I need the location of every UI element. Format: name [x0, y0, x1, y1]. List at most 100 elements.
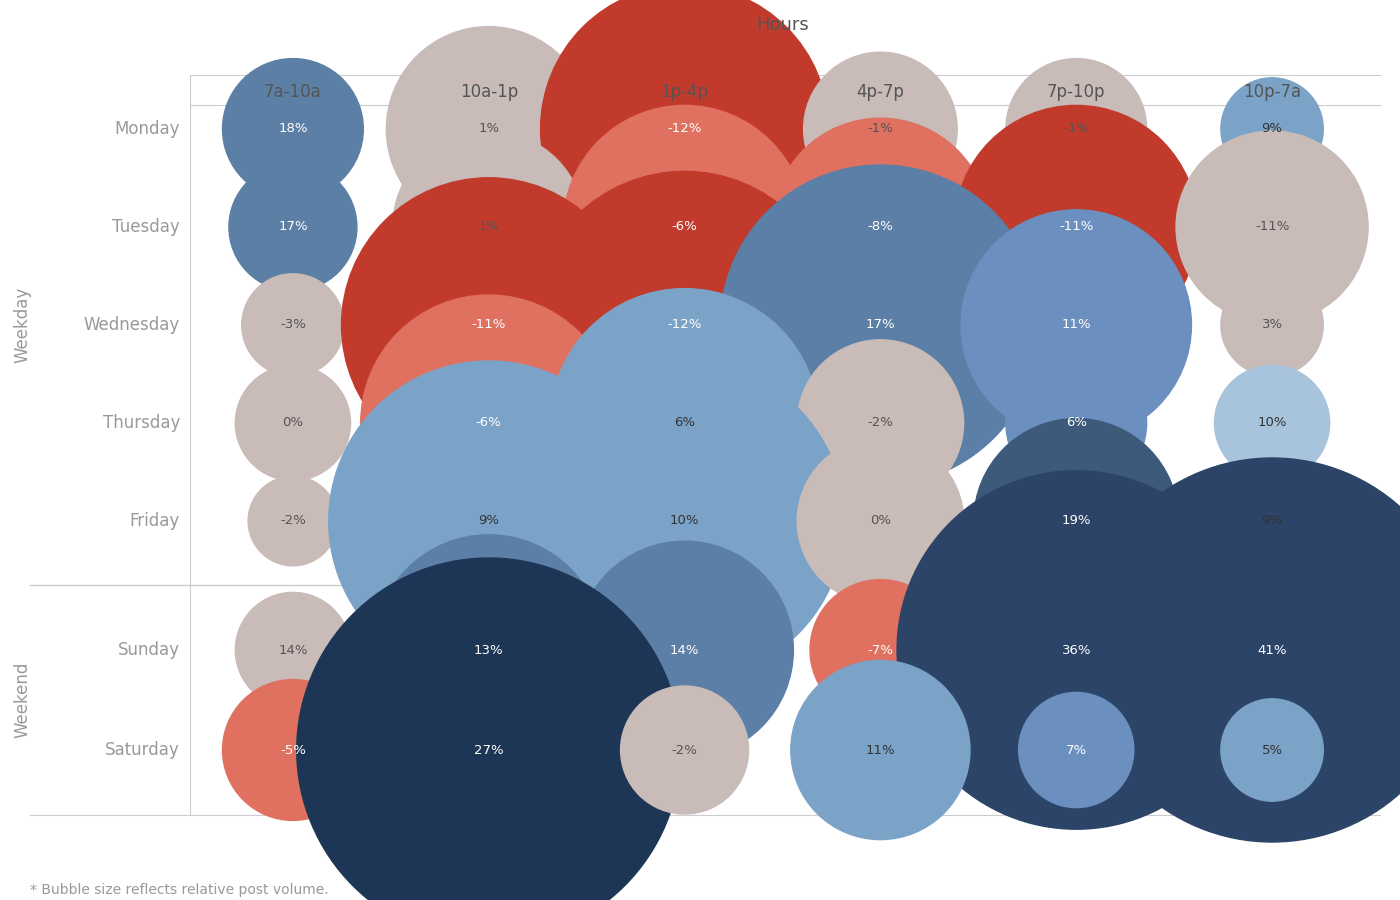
Circle shape	[791, 661, 970, 840]
Circle shape	[1214, 464, 1330, 579]
Circle shape	[242, 274, 344, 376]
Text: 10a-1p: 10a-1p	[459, 83, 518, 101]
Circle shape	[525, 361, 844, 681]
Circle shape	[386, 27, 591, 231]
Text: 1p-4p: 1p-4p	[661, 83, 708, 101]
Circle shape	[1221, 274, 1323, 376]
Circle shape	[1221, 77, 1323, 180]
Circle shape	[804, 52, 958, 206]
Text: 10%: 10%	[669, 515, 700, 527]
Circle shape	[1214, 365, 1330, 481]
Circle shape	[575, 541, 794, 759]
Text: Monday: Monday	[115, 120, 181, 138]
Circle shape	[223, 58, 364, 200]
Text: -8%: -8%	[868, 220, 893, 233]
Circle shape	[974, 418, 1179, 624]
Circle shape	[1005, 353, 1147, 493]
Circle shape	[235, 365, 350, 481]
Text: -3%: -3%	[280, 319, 305, 331]
Circle shape	[342, 178, 636, 472]
Text: -1%: -1%	[1064, 122, 1089, 136]
Circle shape	[721, 165, 1040, 485]
Circle shape	[361, 295, 617, 551]
Circle shape	[1005, 58, 1147, 200]
Text: 4p-7p: 4p-7p	[857, 83, 904, 101]
Text: 10p-7a: 10p-7a	[1243, 83, 1301, 101]
Text: 17%: 17%	[865, 319, 895, 331]
Text: 41%: 41%	[1257, 644, 1287, 656]
Text: 27%: 27%	[475, 743, 504, 757]
Text: 9%: 9%	[479, 515, 500, 527]
Text: 36%: 36%	[1061, 644, 1091, 656]
Text: 10%: 10%	[1257, 417, 1287, 429]
Circle shape	[540, 0, 829, 273]
Circle shape	[1019, 692, 1134, 807]
Text: -2%: -2%	[868, 417, 893, 429]
Text: -11%: -11%	[472, 319, 505, 331]
Circle shape	[531, 171, 839, 479]
Circle shape	[897, 471, 1256, 829]
Text: -6%: -6%	[672, 220, 697, 233]
Text: 1%: 1%	[479, 122, 500, 136]
Text: Sunday: Sunday	[118, 641, 181, 659]
Circle shape	[235, 592, 350, 707]
Circle shape	[620, 686, 749, 814]
Text: -11%: -11%	[1254, 220, 1289, 233]
Text: -7%: -7%	[868, 644, 893, 656]
Text: -2%: -2%	[280, 515, 305, 527]
Circle shape	[1221, 698, 1323, 801]
Circle shape	[393, 131, 585, 323]
Text: -12%: -12%	[668, 122, 701, 136]
Text: 0%: 0%	[869, 515, 890, 527]
Circle shape	[329, 361, 648, 681]
Circle shape	[563, 105, 806, 348]
Text: 14%: 14%	[279, 644, 308, 656]
Circle shape	[771, 118, 990, 336]
Circle shape	[1176, 131, 1368, 323]
Text: 6%: 6%	[673, 417, 694, 429]
Text: 18%: 18%	[279, 122, 308, 136]
Text: 13%: 13%	[475, 644, 504, 656]
Text: 19%: 19%	[1061, 515, 1091, 527]
Text: 7a-10a: 7a-10a	[265, 83, 322, 101]
Text: 17%: 17%	[279, 220, 308, 233]
Circle shape	[797, 340, 963, 506]
Text: Saturday: Saturday	[105, 741, 181, 759]
Circle shape	[811, 580, 951, 720]
Text: 7%: 7%	[1065, 743, 1086, 757]
Text: 6%: 6%	[1065, 417, 1086, 429]
Text: -12%: -12%	[668, 319, 701, 331]
Text: 14%: 14%	[669, 644, 700, 656]
Text: 11%: 11%	[865, 743, 895, 757]
Circle shape	[550, 289, 819, 557]
Text: 11%: 11%	[1061, 319, 1091, 331]
Text: Weekend: Weekend	[13, 662, 31, 738]
Text: * Bubble size reflects relative post volume.: * Bubble size reflects relative post vol…	[29, 883, 329, 897]
Circle shape	[797, 437, 963, 604]
Text: -2%: -2%	[672, 743, 697, 757]
Text: Weekday: Weekday	[13, 287, 31, 363]
Text: 9%: 9%	[1261, 122, 1282, 136]
Text: Hours: Hours	[756, 16, 809, 34]
Text: Thursday: Thursday	[102, 414, 181, 432]
Text: Friday: Friday	[130, 512, 181, 530]
Circle shape	[230, 163, 357, 291]
Text: -1%: -1%	[868, 122, 893, 136]
Text: 5%: 5%	[1261, 743, 1282, 757]
Circle shape	[248, 476, 337, 566]
Text: -5%: -5%	[280, 743, 305, 757]
Circle shape	[955, 105, 1198, 348]
Circle shape	[960, 210, 1191, 440]
Text: Wednesday: Wednesday	[84, 316, 181, 334]
Text: 3%: 3%	[1261, 319, 1282, 331]
Circle shape	[374, 535, 603, 765]
Text: Tuesday: Tuesday	[112, 218, 181, 236]
Text: -6%: -6%	[476, 417, 501, 429]
Text: 7p-10p: 7p-10p	[1047, 83, 1106, 101]
Text: 0%: 0%	[283, 417, 304, 429]
Text: 9%: 9%	[1261, 515, 1282, 527]
Circle shape	[1079, 458, 1400, 842]
Text: -11%: -11%	[1058, 220, 1093, 233]
Circle shape	[223, 680, 364, 821]
Circle shape	[297, 558, 680, 900]
